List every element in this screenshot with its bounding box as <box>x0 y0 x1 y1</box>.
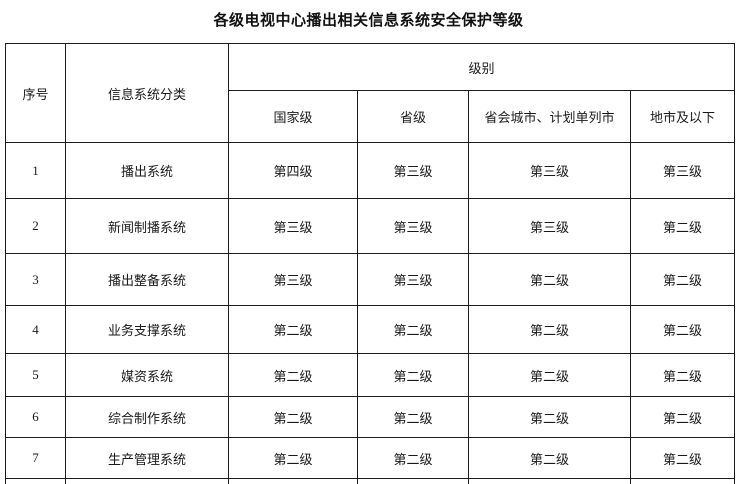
level-cell: 第二级 <box>228 396 358 438</box>
level-cell: 第二级 <box>357 437 469 479</box>
level-cell: 第三级 <box>468 198 631 254</box>
level-cell: 第三级 <box>468 142 631 199</box>
level-cell: 第二级 <box>357 396 469 438</box>
level-cell: 第二级 <box>629 198 736 254</box>
level-cell: 第三级 <box>629 142 736 199</box>
header-level-capital-city: 省会城市、计划单列市 <box>468 90 631 143</box>
row-index-cell: 1 <box>5 142 66 199</box>
header-level-prefecture: 地市及以下 <box>629 90 736 143</box>
row-index-cell: 2 <box>5 198 66 254</box>
header-level-provincial: 省级 <box>357 90 469 143</box>
system-category-cell: 业务支撑系统 <box>65 305 229 354</box>
table-row: 6 综合制作系统 第二级 第二级 第二级 第二级 <box>5 396 736 438</box>
level-cell: 第二级 <box>629 253 736 306</box>
level-cell: 第二级 <box>228 437 358 479</box>
level-cell: 第二级 <box>468 396 631 438</box>
level-cell: 第二级 <box>357 305 469 354</box>
level-cell: 第二级 <box>629 396 736 438</box>
level-cell: 第二级 <box>629 353 736 397</box>
level-cell: 第二级 <box>468 437 631 479</box>
empty-cell <box>629 478 736 484</box>
empty-cell <box>5 478 66 484</box>
row-index-cell: 6 <box>5 396 66 438</box>
level-cell: 第四级 <box>228 142 358 199</box>
level-cell: 第二级 <box>468 253 631 306</box>
header-index: 序号 <box>5 43 66 143</box>
table-row: 2 新闻制播系统 第三级 第三级 第三级 第二级 <box>5 198 736 254</box>
row-index-cell: 5 <box>5 353 66 397</box>
empty-cell <box>228 478 358 484</box>
table-row: 4 业务支撑系统 第二级 第二级 第二级 第二级 <box>5 305 736 354</box>
table-row: 7 生产管理系统 第二级 第二级 第二级 第二级 <box>5 437 736 479</box>
level-cell: 第三级 <box>357 142 469 199</box>
system-category-cell: 综合制作系统 <box>65 396 229 438</box>
table-body: 1 播出系统 第四级 第三级 第三级 第三级 2 新闻制播系统 第三级 第三级 第三级 第二级 3 播出整… <box>5 142 736 484</box>
header-category: 信息系统分类 <box>65 43 229 143</box>
header-level-national: 国家级 <box>228 90 358 143</box>
title-bar: 各级电视中心播出相关信息系统安全保护等级 <box>0 0 737 43</box>
level-cell: 第二级 <box>629 437 736 479</box>
level-cell: 第三级 <box>228 198 358 254</box>
system-category-cell: 播出整备系统 <box>65 253 229 306</box>
level-cell: 第二级 <box>228 353 358 397</box>
page-title: 各级电视中心播出相关信息系统安全保护等级 <box>213 13 524 29</box>
level-cell: 第二级 <box>468 353 631 397</box>
table-row: 5 媒资系统 第二级 第二级 第二级 第二级 <box>5 353 736 397</box>
system-category-cell: 生产管理系统 <box>65 437 229 479</box>
security-level-table: 序号 信息系统分类 级别 国家级 省级 省会城市、计划单列市 地市及以下 1 播出… <box>5 43 736 484</box>
row-index-cell: 4 <box>5 305 66 354</box>
system-category-cell: 媒资系统 <box>65 353 229 397</box>
level-cell: 第二级 <box>228 305 358 354</box>
empty-cell <box>468 478 631 484</box>
level-cell: 第二级 <box>468 305 631 354</box>
header-level-group: 级别 <box>227 43 736 91</box>
empty-cell <box>357 478 469 484</box>
level-cell: 第三级 <box>357 253 469 306</box>
system-category-cell: 新闻制播系统 <box>65 198 229 254</box>
level-cell: 第三级 <box>228 253 358 306</box>
row-index-cell: 7 <box>5 437 66 479</box>
level-cell: 第二级 <box>357 353 469 397</box>
table-row: 3 播出整备系统 第三级 第三级 第二级 第二级 <box>5 253 736 306</box>
table-header: 序号 信息系统分类 级别 国家级 省级 省会城市、计划单列市 地市及以下 <box>5 43 736 143</box>
system-category-cell: 播出系统 <box>65 142 229 199</box>
empty-cell <box>65 478 229 484</box>
level-cell: 第二级 <box>629 305 736 354</box>
row-index-cell: 3 <box>5 253 66 306</box>
level-cell: 第三级 <box>357 198 469 254</box>
table-row-partial <box>5 478 736 484</box>
table-row: 1 播出系统 第四级 第三级 第三级 第三级 <box>5 142 736 199</box>
